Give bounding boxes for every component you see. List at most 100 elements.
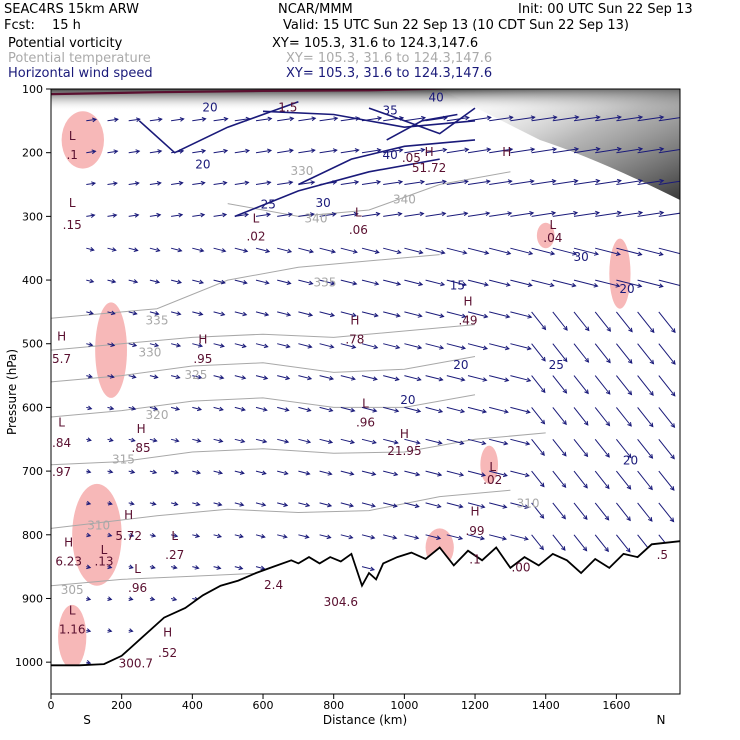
wind-vector-head [439,345,445,350]
x-tick-label: 1600 [602,699,630,712]
wind-vector [425,343,444,349]
wind-vector-head [330,249,337,254]
wind-vector-head [200,180,206,186]
wind-vector [298,279,313,285]
wind-vector-head [461,281,467,287]
wind-vector [192,375,202,379]
pv-annotation: H [350,314,359,328]
pv-annotation: L [253,212,260,226]
wind-vector-head [198,311,204,316]
wind-vector-head [638,210,644,216]
wind-vector [361,470,376,475]
wind-vector-head [244,180,250,186]
pv-annotation: L [362,396,369,410]
wind-vector [255,213,271,217]
wind-vector-head [287,212,293,217]
pv-region-4 [609,238,631,309]
wind-vector-head [157,149,163,154]
wind-vector [446,279,467,286]
field-xy-pv: XY= 105.3, 31.6 to 124.3,147.6 [272,36,479,51]
terrain-line [51,540,680,667]
wind-vector [489,502,507,508]
pv-annotation: .5 [657,548,668,562]
wind-vector [446,470,464,476]
wind-vector-head [327,471,333,476]
wind-vector [616,212,643,217]
y-axis-label: Pressure (hPa) [5,349,19,435]
wind-vector [658,180,680,185]
wind-vector [255,149,272,154]
wind-vector [213,150,228,154]
wind-vector-head [350,407,356,413]
wind-vector-head [605,421,611,427]
wind-vector-head [178,180,184,186]
wind-vector-head [615,251,621,256]
wind-vector-head [223,116,229,122]
wind-vector [340,117,360,122]
wind-vector-head [153,406,159,411]
wind-vector-head [135,149,141,154]
x-tick-label: 600 [253,699,274,712]
wind-vector [255,279,269,284]
theta-contour-315 [51,432,546,466]
wind-vector-head [134,181,140,186]
wind-vector-head [86,628,92,633]
pv-annotation: .06 [349,223,368,237]
wind-vector [213,182,227,185]
wind-vector-head [671,360,676,365]
wind-vector-head [616,146,622,152]
wind-vector-head [174,438,180,443]
wind-vector-head [195,533,201,538]
wind-vector [383,213,402,217]
wind-vector-head [627,422,632,427]
wind-vector-head [541,356,546,362]
wind-vector-head [482,377,488,382]
wind-vector [467,534,485,540]
wind-vector [616,470,631,490]
wind-contour-label: 25 [549,358,564,372]
wind-vector [467,279,489,286]
wind-vector-head [88,310,94,316]
wind-vector-head [260,533,266,539]
wind-vector [446,180,468,185]
wind-vector [616,148,643,154]
wind-vector-head [392,503,398,508]
wind-vector-head [524,472,530,478]
pv-annotation: .96 [356,416,375,430]
wind-vector-head [595,115,601,120]
wind-vector [425,311,444,317]
wind-vector [446,311,466,318]
pv-annotation: .00 [511,561,530,575]
wind-vector-head [397,211,403,217]
wind-vector-head [283,502,289,507]
wind-vector [361,406,377,412]
wind-vector [425,470,442,476]
wind-vector-head [459,472,465,477]
wind-contour-label: 20 [453,358,468,372]
wind-vector-head [132,310,138,316]
wind-vector [383,247,401,254]
pv-annotation: L [101,543,108,557]
theta-contour-label: 305 [61,583,84,597]
wind-vector [213,406,224,411]
wind-vector-head [669,517,675,523]
wind-vector [192,150,206,154]
wind-vector [658,438,675,460]
wind-vector-head [263,343,269,349]
wind-vector [340,279,357,285]
wind-vector [213,247,226,252]
wind-vector-head [571,282,577,288]
wind-vector-head [219,343,225,348]
y-tick-label: 1000 [15,656,43,669]
wind-vector-head [157,117,163,122]
wind-vector-head [659,178,665,184]
wind-vector-head [260,565,266,571]
wind-vector-head [128,564,134,570]
wind-vector [637,148,664,154]
wind-vector-head [282,534,288,539]
wind-vector [489,343,510,350]
wind-vector [149,279,160,283]
valid-time: Valid: 15 UTC Sun 22 Sep 13 (10 CDT Sun … [283,18,629,33]
wind-vector [255,311,269,316]
wind-vector [573,470,588,489]
